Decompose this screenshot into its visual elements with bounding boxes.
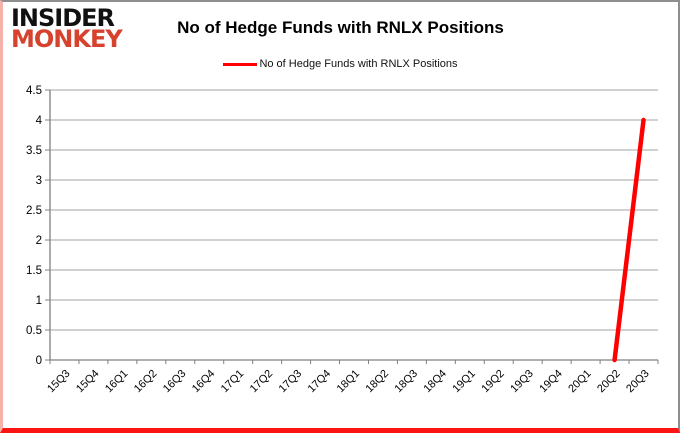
x-axis-tick-label: 16Q3 [161, 368, 189, 396]
y-axis-tick-label: 4.5 [26, 85, 42, 97]
x-axis-tick-label: 19Q1 [450, 368, 478, 396]
y-axis-tick-label: 1 [36, 295, 42, 307]
y-axis-tick-label: 2.5 [26, 205, 42, 217]
x-axis-tick-label: 20Q2 [595, 368, 623, 396]
y-axis-tick-label: 0 [36, 355, 42, 367]
legend-line-marker [223, 62, 258, 66]
x-axis-tick-label: 18Q2 [364, 368, 392, 396]
legend: No of Hedge Funds with RNLX Positions [3, 58, 678, 70]
x-axis-tick-label: 18Q3 [393, 368, 421, 396]
x-axis-tick-label: 17Q4 [306, 368, 334, 396]
y-axis-tick-label: 1.5 [26, 265, 42, 277]
x-axis-tick-label: 17Q1 [219, 368, 247, 396]
legend-label: No of Hedge Funds with RNLX Positions [259, 58, 458, 70]
y-axis-tick-label: 4 [36, 115, 43, 127]
x-axis-tick-label: 16Q1 [103, 368, 131, 396]
x-axis-tick-label: 20Q1 [566, 368, 594, 396]
x-axis-tick-label: 19Q2 [479, 368, 507, 396]
chart-title: No of Hedge Funds with RNLX Positions [177, 18, 504, 37]
insider-monkey-logo: INSIDER MONKEY [11, 4, 123, 54]
x-axis-tick-label: 15Q3 [45, 368, 73, 396]
series-line [612, 117, 646, 363]
y-axis-tick-label: 3 [36, 175, 42, 187]
y-axis-tick-label: 3.5 [26, 145, 42, 157]
y-axis-tick-label: 2 [36, 235, 42, 247]
x-axis-tick-label: 18Q1 [335, 368, 363, 396]
x-axis-tick-label: 17Q3 [277, 368, 305, 396]
logo-line-monkey: MONKEY [11, 25, 123, 54]
x-axis-tick-label: 19Q3 [508, 368, 536, 396]
x-axis-tick-label: 18Q4 [421, 368, 449, 396]
x-axis-tick-label: 17Q2 [248, 368, 276, 396]
x-axis-tick-label: 19Q4 [537, 368, 565, 396]
x-axis-tick-label: 16Q2 [132, 368, 160, 396]
x-axis-tick-label: 16Q4 [190, 368, 218, 396]
x-axis-tick-label: 15Q4 [74, 368, 102, 396]
x-axis-tick-label: 20Q3 [624, 368, 652, 396]
y-axis-tick-label: 0.5 [26, 325, 42, 337]
logo-line-insider: INSIDER [11, 4, 115, 32]
